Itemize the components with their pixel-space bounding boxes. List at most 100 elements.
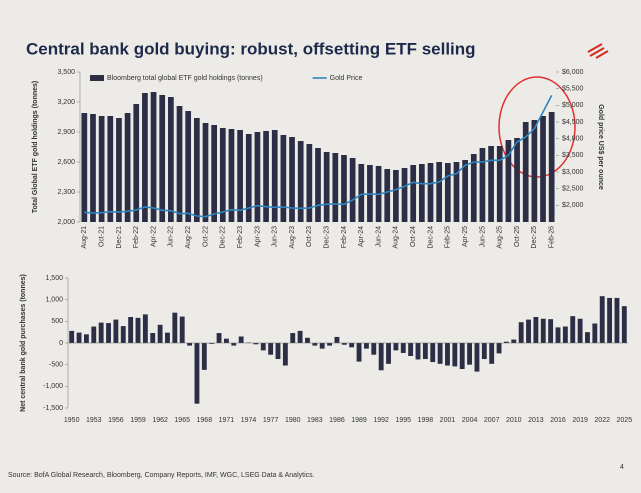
bar: [341, 343, 347, 345]
y-tick-label: 2,000: [57, 219, 75, 226]
bar: [503, 341, 509, 343]
bar: [194, 343, 200, 404]
bar: [219, 128, 226, 222]
bofa-logo: [587, 43, 609, 59]
bar: [526, 319, 531, 343]
bar: [522, 122, 529, 222]
bar: [124, 113, 131, 222]
bar: [120, 326, 126, 343]
bar: [548, 319, 554, 343]
bar: [312, 343, 318, 346]
y-axis-title: Total Global ETF gold holdings (tonnes): [32, 81, 39, 213]
bar: [533, 317, 539, 343]
bar: [282, 343, 288, 366]
bar: [479, 148, 486, 222]
bar: [540, 318, 546, 343]
bar: [349, 343, 355, 348]
bar: [418, 164, 425, 222]
bar: [245, 134, 252, 222]
bar: [193, 118, 200, 222]
bar: [393, 170, 399, 222]
x-tick-label: 1959: [130, 417, 146, 424]
y-tick-label: 0: [59, 340, 63, 347]
bar: [378, 343, 384, 371]
bar: [371, 343, 377, 355]
x-tick-label: Dec-23: [323, 226, 330, 249]
bar: [323, 152, 330, 222]
x-tick-label: Oct-25: [514, 226, 521, 247]
y2-axis-title: Gold price US$ per ounce: [597, 104, 604, 190]
bar: [319, 343, 325, 349]
bar: [341, 155, 347, 222]
bar: [505, 140, 512, 222]
x-tick-label: Jun-23: [272, 226, 279, 248]
bar: [577, 318, 583, 343]
bar: [289, 137, 295, 222]
bar: [427, 163, 434, 222]
x-tick-label: Aug-23: [289, 226, 296, 249]
bar: [91, 326, 97, 343]
bar: [415, 343, 421, 360]
x-tick-label: 1989: [351, 417, 367, 424]
bar: [263, 131, 269, 222]
bar: [562, 326, 568, 343]
bar: [179, 316, 185, 343]
bar: [202, 123, 209, 222]
bar: [452, 343, 458, 367]
bar: [488, 146, 494, 222]
x-tick-label: 2001: [440, 417, 456, 424]
y2-tick-label: $5,500: [562, 86, 584, 93]
bar: [430, 343, 436, 363]
bar: [332, 153, 339, 222]
x-tick-label: Jun-25: [479, 226, 486, 248]
x-tick-label: 2004: [462, 417, 478, 424]
bar: [142, 93, 148, 222]
bar: [168, 97, 174, 222]
y2-tick-label: $2,000: [562, 202, 584, 209]
bar: [201, 343, 207, 370]
bar: [297, 141, 304, 222]
bar: [356, 343, 362, 362]
bar: [228, 129, 235, 222]
x-tick-label: 1971: [219, 417, 235, 424]
bar: [98, 116, 105, 222]
x-tick-label: 1950: [64, 417, 80, 424]
bar: [540, 116, 546, 222]
bar: [150, 92, 157, 222]
x-tick-label: Oct-23: [306, 226, 313, 247]
bar: [474, 343, 480, 372]
legend-label: Gold Price: [330, 75, 363, 82]
bar: [107, 116, 114, 222]
bar: [268, 343, 274, 355]
bar: [280, 135, 287, 222]
bar: [496, 146, 503, 222]
y-tick-label: 1,000: [45, 297, 63, 304]
x-tick-label: 1995: [395, 417, 411, 424]
page-number: 4: [620, 464, 624, 471]
x-tick-label: Dec-21: [116, 226, 123, 249]
x-tick-label: 2010: [506, 417, 522, 424]
x-tick-label: Feb-23: [237, 226, 244, 248]
bar: [467, 343, 473, 365]
x-tick-label: Dec-22: [220, 226, 227, 249]
bar: [518, 322, 524, 343]
y-tick-label: -1,000: [43, 383, 63, 390]
bar: [275, 343, 281, 360]
x-tick-label: Aug-22: [185, 226, 192, 249]
y2-tick-label: $5,000: [562, 102, 584, 109]
bar: [570, 316, 576, 343]
bar: [386, 343, 391, 364]
bar: [470, 154, 477, 222]
bar: [445, 343, 450, 366]
bar: [185, 111, 192, 222]
y-tick-label: -1,500: [43, 405, 63, 412]
bar: [165, 332, 170, 343]
x-tick-label: Jun-22: [168, 226, 175, 248]
bar: [187, 343, 193, 346]
x-tick-label: Aug-24: [393, 226, 400, 249]
x-tick-label: Aug-21: [81, 226, 88, 249]
bar: [253, 343, 259, 345]
bar: [176, 106, 183, 222]
